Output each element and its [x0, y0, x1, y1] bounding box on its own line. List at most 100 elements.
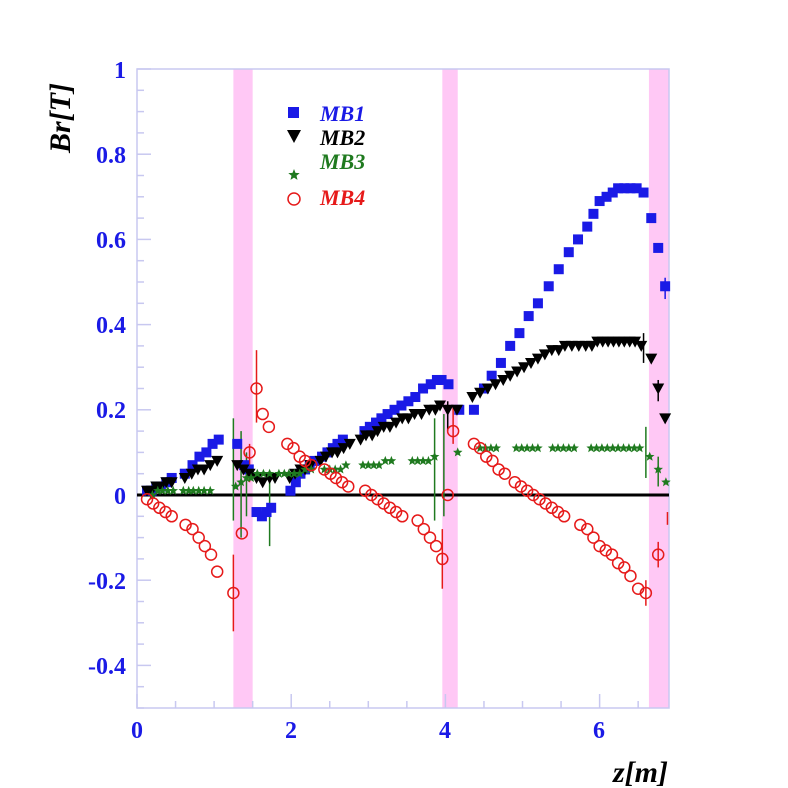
- data-point: [231, 460, 244, 472]
- data-point: [486, 454, 499, 468]
- data-point: [147, 490, 158, 499]
- data-point: [489, 379, 502, 391]
- data-point: [415, 409, 428, 421]
- data-point: [504, 370, 517, 382]
- data-point: [468, 404, 479, 415]
- data-points: [140, 183, 672, 600]
- data-point: [281, 437, 294, 451]
- data-point: [287, 441, 300, 455]
- data-point: [386, 455, 397, 465]
- data-point: [533, 493, 546, 506]
- legend-label: MB4: [319, 185, 365, 210]
- legend-item: MB1: [288, 101, 365, 126]
- legend: MB1 MB2 MB3 MB4: [287, 101, 365, 210]
- data-point: [237, 464, 250, 476]
- data-point: [380, 455, 390, 465]
- data-point: [354, 434, 367, 446]
- x-tick-label: 6: [593, 718, 605, 744]
- data-point: [646, 213, 657, 224]
- data-point: [594, 196, 605, 207]
- x-tick-label: 4: [439, 718, 451, 744]
- data-point: [294, 468, 305, 478]
- data-point: [605, 548, 619, 561]
- data-point: [185, 468, 198, 480]
- data-point: [429, 451, 440, 461]
- data-point: [146, 497, 160, 510]
- data-point: [198, 539, 212, 553]
- data-point: [300, 464, 310, 474]
- data-point: [246, 473, 256, 482]
- data-point: [412, 455, 423, 465]
- data-point: [607, 187, 618, 198]
- data-point: [289, 468, 299, 478]
- data-point: [371, 426, 384, 438]
- data-point: [363, 460, 374, 470]
- data-point: [423, 531, 437, 544]
- data-point: [434, 400, 447, 412]
- legend-item: MB2: [287, 125, 365, 150]
- data-point: [251, 507, 262, 518]
- data-point: [498, 467, 512, 480]
- data-point: [523, 311, 534, 322]
- data-point: [466, 392, 479, 404]
- data-point: [418, 383, 429, 394]
- data-point: [210, 565, 224, 578]
- data-point: [335, 475, 349, 489]
- data-point: [653, 242, 664, 253]
- data-point: [358, 460, 368, 470]
- data-point: [178, 472, 191, 484]
- data-point: [574, 518, 587, 532]
- data-point: [337, 443, 350, 455]
- data-point: [441, 404, 454, 416]
- y-tick-label: 0.2: [96, 398, 126, 424]
- data-point: [645, 451, 655, 461]
- data-point: [585, 340, 598, 352]
- data-point: [256, 407, 269, 421]
- data-point: [417, 522, 431, 536]
- data-point: [527, 488, 540, 502]
- data-point: [332, 438, 343, 449]
- data-point: [597, 443, 607, 453]
- data-point: [205, 485, 215, 495]
- data-point: [423, 455, 434, 465]
- data-point: [491, 443, 501, 453]
- data-point: [411, 514, 424, 527]
- data-point: [543, 281, 554, 292]
- data-point: [163, 485, 173, 495]
- data-point: [186, 522, 199, 536]
- legend-marker-mb3: [288, 169, 300, 180]
- data-point: [383, 501, 397, 515]
- data-point: [230, 481, 241, 491]
- data-point: [613, 443, 623, 453]
- data-point: [613, 183, 624, 194]
- data-point: [204, 460, 217, 472]
- data-point: [524, 357, 537, 369]
- data-point: [165, 477, 178, 489]
- data-point: [157, 485, 168, 495]
- data-point: [558, 443, 569, 453]
- data-point: [236, 477, 246, 487]
- data-point: [285, 485, 296, 496]
- legend-label: MB3: [319, 149, 365, 174]
- axis-ticks: [136, 68, 639, 709]
- magnet-gap-bands: [233, 69, 669, 708]
- y-tick-label: 1: [114, 58, 126, 84]
- series-mb2: [141, 336, 672, 497]
- data-point: [629, 336, 642, 348]
- data-point: [514, 480, 528, 493]
- data-point: [290, 477, 301, 488]
- data-point: [341, 460, 351, 470]
- data-point: [553, 264, 564, 275]
- data-point: [402, 413, 415, 425]
- data-point: [629, 443, 640, 453]
- data-point: [660, 281, 671, 292]
- data-point: [634, 443, 645, 453]
- data-point: [539, 497, 552, 510]
- data-point: [335, 464, 346, 474]
- data-point: [635, 340, 648, 352]
- data-point: [552, 345, 565, 357]
- data-point: [651, 548, 665, 561]
- data-point: [573, 234, 584, 245]
- data-point: [553, 443, 563, 453]
- data-point: [652, 383, 665, 395]
